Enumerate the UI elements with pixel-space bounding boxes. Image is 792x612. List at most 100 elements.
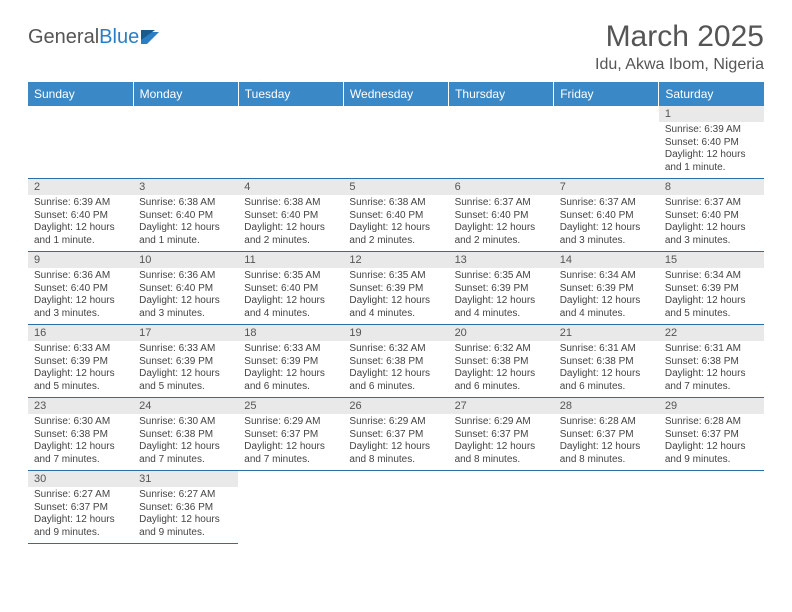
day-details: Sunrise: 6:29 AMSunset: 6:37 PMDaylight:… (238, 414, 343, 470)
day-details: Sunrise: 6:27 AMSunset: 6:36 PMDaylight:… (133, 487, 238, 543)
day-details: Sunrise: 6:38 AMSunset: 6:40 PMDaylight:… (343, 195, 448, 251)
calendar-cell (133, 106, 238, 179)
sunrise-text: Sunrise: 6:37 AM (560, 197, 653, 210)
sunrise-text: Sunrise: 6:35 AM (455, 270, 548, 283)
calendar-cell: 14Sunrise: 6:34 AMSunset: 6:39 PMDayligh… (554, 252, 659, 325)
sunrise-text: Sunrise: 6:28 AM (665, 416, 758, 429)
sunset-text: Sunset: 6:38 PM (139, 429, 232, 442)
day-number: 17 (133, 325, 238, 341)
day-details: Sunrise: 6:27 AMSunset: 6:37 PMDaylight:… (28, 487, 133, 543)
day-details: Sunrise: 6:28 AMSunset: 6:37 PMDaylight:… (659, 414, 764, 470)
logo-text-general: General (28, 26, 99, 49)
sunrise-text: Sunrise: 6:34 AM (665, 270, 758, 283)
calendar-table: Sunday Monday Tuesday Wednesday Thursday… (28, 82, 764, 544)
calendar-cell: 20Sunrise: 6:32 AMSunset: 6:38 PMDayligh… (449, 325, 554, 398)
day-number: 29 (659, 398, 764, 414)
flag-icon (141, 30, 163, 46)
day-details: Sunrise: 6:30 AMSunset: 6:38 PMDaylight:… (28, 414, 133, 470)
sunset-text: Sunset: 6:38 PM (34, 429, 127, 442)
calendar-cell: 18Sunrise: 6:33 AMSunset: 6:39 PMDayligh… (238, 325, 343, 398)
calendar-cell: 11Sunrise: 6:35 AMSunset: 6:40 PMDayligh… (238, 252, 343, 325)
sunset-text: Sunset: 6:36 PM (139, 502, 232, 515)
daylight-text: Daylight: 12 hours and 5 minutes. (665, 295, 758, 320)
daylight-text: Daylight: 12 hours and 9 minutes. (139, 514, 232, 539)
calendar-cell: 13Sunrise: 6:35 AMSunset: 6:39 PMDayligh… (449, 252, 554, 325)
calendar-body: 1Sunrise: 6:39 AMSunset: 6:40 PMDaylight… (28, 106, 764, 544)
calendar-cell: 6Sunrise: 6:37 AMSunset: 6:40 PMDaylight… (449, 179, 554, 252)
weekday-header: Saturday (659, 82, 764, 106)
sunrise-text: Sunrise: 6:30 AM (139, 416, 232, 429)
sunset-text: Sunset: 6:37 PM (349, 429, 442, 442)
daylight-text: Daylight: 12 hours and 1 minute. (665, 149, 758, 174)
daylight-text: Daylight: 12 hours and 1 minute. (139, 222, 232, 247)
calendar-cell: 10Sunrise: 6:36 AMSunset: 6:40 PMDayligh… (133, 252, 238, 325)
sunrise-text: Sunrise: 6:27 AM (34, 489, 127, 502)
calendar-cell: 2Sunrise: 6:39 AMSunset: 6:40 PMDaylight… (28, 179, 133, 252)
sunset-text: Sunset: 6:37 PM (665, 429, 758, 442)
day-number: 28 (554, 398, 659, 414)
day-details: Sunrise: 6:39 AMSunset: 6:40 PMDaylight:… (659, 122, 764, 178)
day-number: 27 (449, 398, 554, 414)
logo-text-blue: Blue (99, 26, 139, 49)
calendar-cell: 30Sunrise: 6:27 AMSunset: 6:37 PMDayligh… (28, 471, 133, 544)
calendar-cell: 28Sunrise: 6:28 AMSunset: 6:37 PMDayligh… (554, 398, 659, 471)
daylight-text: Daylight: 12 hours and 2 minutes. (244, 222, 337, 247)
calendar-cell: 16Sunrise: 6:33 AMSunset: 6:39 PMDayligh… (28, 325, 133, 398)
header: GeneralBlue March 2025 Idu, Akwa Ibom, N… (28, 20, 764, 74)
sunset-text: Sunset: 6:40 PM (244, 210, 337, 223)
calendar-cell: 5Sunrise: 6:38 AMSunset: 6:40 PMDaylight… (343, 179, 448, 252)
day-number: 24 (133, 398, 238, 414)
day-number: 6 (449, 179, 554, 195)
calendar-cell: 4Sunrise: 6:38 AMSunset: 6:40 PMDaylight… (238, 179, 343, 252)
calendar-cell: 31Sunrise: 6:27 AMSunset: 6:36 PMDayligh… (133, 471, 238, 544)
day-details: Sunrise: 6:33 AMSunset: 6:39 PMDaylight:… (28, 341, 133, 397)
daylight-text: Daylight: 12 hours and 3 minutes. (560, 222, 653, 247)
weekday-header: Wednesday (343, 82, 448, 106)
sunset-text: Sunset: 6:40 PM (560, 210, 653, 223)
sunrise-text: Sunrise: 6:28 AM (560, 416, 653, 429)
daylight-text: Daylight: 12 hours and 6 minutes. (455, 368, 548, 393)
day-number: 8 (659, 179, 764, 195)
day-number: 11 (238, 252, 343, 268)
calendar-cell (554, 106, 659, 179)
daylight-text: Daylight: 12 hours and 9 minutes. (34, 514, 127, 539)
calendar-cell: 8Sunrise: 6:37 AMSunset: 6:40 PMDaylight… (659, 179, 764, 252)
day-number: 7 (554, 179, 659, 195)
sunrise-text: Sunrise: 6:38 AM (139, 197, 232, 210)
calendar-cell: 29Sunrise: 6:28 AMSunset: 6:37 PMDayligh… (659, 398, 764, 471)
day-details: Sunrise: 6:30 AMSunset: 6:38 PMDaylight:… (133, 414, 238, 470)
daylight-text: Daylight: 12 hours and 7 minutes. (139, 441, 232, 466)
sunrise-text: Sunrise: 6:29 AM (349, 416, 442, 429)
day-number: 19 (343, 325, 448, 341)
sunrise-text: Sunrise: 6:36 AM (34, 270, 127, 283)
sunset-text: Sunset: 6:40 PM (139, 283, 232, 296)
weekday-header: Monday (133, 82, 238, 106)
location: Idu, Akwa Ibom, Nigeria (595, 56, 764, 74)
calendar-week-row: 9Sunrise: 6:36 AMSunset: 6:40 PMDaylight… (28, 252, 764, 325)
daylight-text: Daylight: 12 hours and 6 minutes. (244, 368, 337, 393)
daylight-text: Daylight: 12 hours and 6 minutes. (560, 368, 653, 393)
day-details: Sunrise: 6:34 AMSunset: 6:39 PMDaylight:… (659, 268, 764, 324)
weekday-header: Tuesday (238, 82, 343, 106)
sunset-text: Sunset: 6:37 PM (34, 502, 127, 515)
sunrise-text: Sunrise: 6:32 AM (455, 343, 548, 356)
sunset-text: Sunset: 6:39 PM (349, 283, 442, 296)
day-number: 10 (133, 252, 238, 268)
sunset-text: Sunset: 6:39 PM (455, 283, 548, 296)
calendar-cell: 23Sunrise: 6:30 AMSunset: 6:38 PMDayligh… (28, 398, 133, 471)
day-number: 22 (659, 325, 764, 341)
daylight-text: Daylight: 12 hours and 7 minutes. (34, 441, 127, 466)
daylight-text: Daylight: 12 hours and 2 minutes. (349, 222, 442, 247)
calendar-cell: 17Sunrise: 6:33 AMSunset: 6:39 PMDayligh… (133, 325, 238, 398)
calendar-week-row: 1Sunrise: 6:39 AMSunset: 6:40 PMDaylight… (28, 106, 764, 179)
sunrise-text: Sunrise: 6:27 AM (139, 489, 232, 502)
sunset-text: Sunset: 6:39 PM (560, 283, 653, 296)
logo: GeneralBlue (28, 26, 163, 49)
sunset-text: Sunset: 6:40 PM (34, 283, 127, 296)
sunset-text: Sunset: 6:40 PM (455, 210, 548, 223)
sunrise-text: Sunrise: 6:37 AM (665, 197, 758, 210)
calendar-cell (343, 471, 448, 544)
day-details: Sunrise: 6:37 AMSunset: 6:40 PMDaylight:… (449, 195, 554, 251)
day-number: 9 (28, 252, 133, 268)
day-details: Sunrise: 6:29 AMSunset: 6:37 PMDaylight:… (343, 414, 448, 470)
